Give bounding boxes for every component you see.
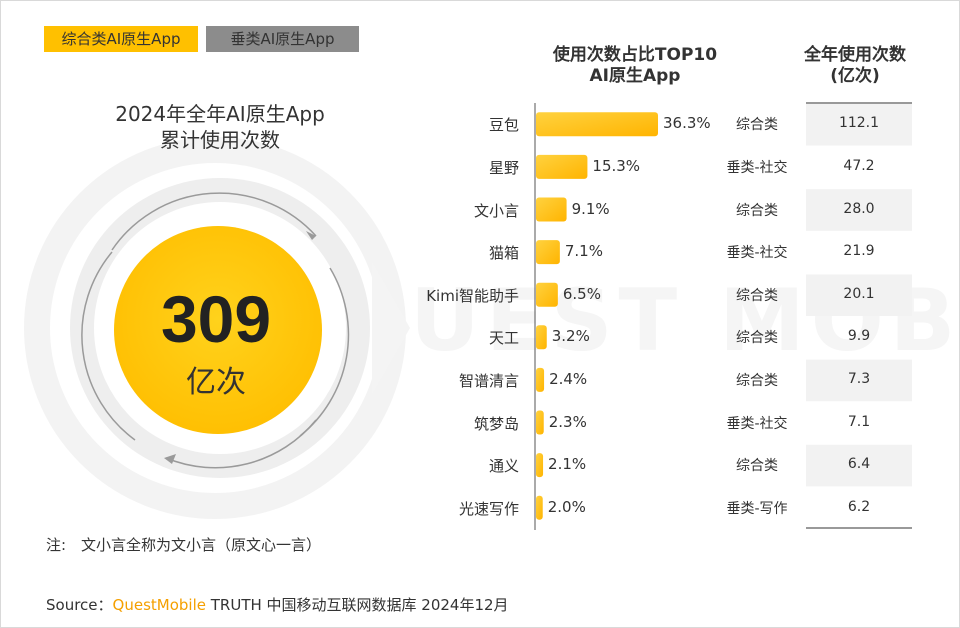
app-type-label: 垂类-写作 (726, 500, 788, 517)
bar-4 (536, 282, 558, 307)
bar-value-label: 2.4% (549, 369, 588, 388)
value-cell-bg (806, 189, 912, 231)
app-type-label: 综合类 (736, 372, 778, 389)
annual-uses-value: 6.4 (847, 456, 871, 473)
category-label: 筑梦岛 (473, 414, 519, 433)
arrow-head-bottom (164, 454, 176, 464)
annual-uses-value: 47.2 (843, 157, 875, 174)
share-header: 使用次数占比TOP10 AI原生App (540, 45, 730, 87)
total-usage-title-line2: 累计使用次数 (160, 128, 280, 152)
bars-layer (536, 104, 912, 520)
total-usage-title-line1: 2024年全年AI原生App (115, 102, 325, 126)
app-type-label: 综合类 (736, 330, 778, 347)
total-usage-title: 2024年全年AI原生App 累计使用次数 (60, 101, 380, 153)
source-brand: QuestMobile (112, 596, 206, 614)
annual-header: 全年使用次数 (亿次) (790, 45, 920, 87)
category-label: Kimi智能助手 (426, 286, 519, 305)
bar-8 (536, 453, 544, 478)
bar-9 (536, 495, 543, 520)
bar-3 (536, 240, 560, 265)
bar-value-label: 15.3% (592, 156, 641, 175)
bar-1 (536, 154, 588, 179)
legend-vertical: 垂类AI原生App (206, 26, 359, 52)
annual-uses-value: 112.1 (838, 115, 880, 132)
value-cell-bg (806, 274, 912, 316)
bar-value-label: 2.3% (548, 412, 587, 431)
annual-header-line2: (亿次) (830, 66, 880, 86)
footnote: 注: 文小言全称为文小言（原文心一言） (46, 536, 322, 554)
arc-arrow-right (299, 267, 350, 437)
annual-uses-value: 9.9 (847, 328, 871, 345)
annual-uses-value: 6.2 (847, 498, 871, 515)
arrow-head-top (306, 231, 316, 240)
source-prefix: Source： (46, 596, 113, 614)
bar-5 (536, 325, 547, 350)
app-type-label: 垂类-社交 (726, 415, 788, 432)
annual-uses-value: 20.1 (843, 285, 875, 302)
bar-value-label: 7.1% (564, 242, 603, 261)
bar-value-label: 2.1% (548, 455, 587, 474)
category-label: 光速写作 (458, 499, 519, 518)
bar-value-label: 6.5% (562, 284, 601, 303)
share-header-line2: AI原生App (589, 66, 681, 86)
bar-7 (536, 410, 544, 435)
app-type-label: 垂类-社交 (726, 159, 788, 176)
yellow-disc (114, 226, 322, 434)
arc-arrow-top (111, 192, 317, 251)
arc-arrow-left (81, 251, 136, 441)
share-header-line1: 使用次数占比TOP10 (552, 45, 718, 65)
app-type-label: 综合类 (736, 458, 778, 475)
annual-uses-value: 7.1 (847, 413, 871, 430)
category-label: 天工 (488, 329, 519, 348)
arc-arrow-bottom (165, 419, 317, 469)
source-rest: TRUTH 中国移动互联网数据库 2024年12月 (205, 596, 509, 614)
bar-value-label: 3.2% (551, 327, 590, 346)
bar-2 (536, 197, 567, 222)
value-cell-bg (806, 104, 912, 146)
bar-value-label: 36.3% (663, 114, 711, 133)
app-type-label: 综合类 (736, 287, 778, 304)
value-cell-bg (806, 444, 912, 487)
category-label: 星野 (488, 158, 519, 177)
annual-uses-value: 21.9 (843, 243, 875, 260)
value-cell-bg (806, 359, 912, 402)
category-label: 豆包 (488, 116, 519, 135)
bar-value-label: 2.0% (547, 497, 586, 516)
legend-comprehensive: 综合类AI原生App (44, 26, 198, 52)
category-label: 智谱清言 (458, 371, 519, 390)
app-type-label: 垂类-社交 (726, 245, 788, 262)
annual-uses-value: 7.3 (847, 370, 871, 387)
total-usage-number: 309 (161, 282, 271, 356)
category-label: 文小言 (473, 201, 519, 220)
bar-0 (536, 112, 658, 137)
annual-header-line1: 全年使用次数 (804, 45, 906, 65)
source-line: Source：QuestMobile TRUTH 中国移动互联网数据库 2024… (46, 594, 509, 615)
bar-6 (536, 367, 545, 392)
app-type-label: 综合类 (736, 117, 778, 134)
category-label: 猫箱 (488, 244, 519, 263)
app-type-label: 综合类 (736, 202, 778, 219)
category-label: 通义 (488, 457, 519, 476)
bar-value-label: 9.1% (571, 199, 610, 218)
annual-uses-value: 28.0 (843, 200, 875, 217)
total-usage-unit: 亿次 (186, 365, 246, 400)
